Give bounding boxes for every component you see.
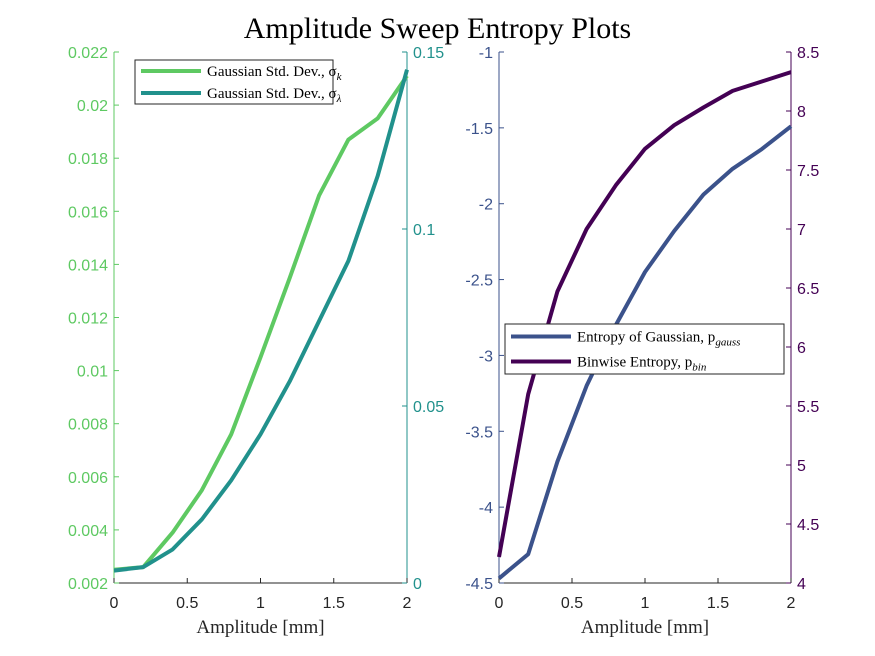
x-tick-label: 1 bbox=[256, 595, 265, 612]
left-y-tick-label: 0.022 bbox=[68, 45, 108, 62]
left-y-tick-label: -4 bbox=[479, 500, 493, 517]
legend-box bbox=[504, 323, 785, 375]
right-y-tick-label: 4 bbox=[797, 576, 806, 593]
series-line bbox=[113, 74, 409, 572]
right-y-tick-label: 6 bbox=[797, 340, 806, 357]
x-tick-label: 0.5 bbox=[561, 595, 583, 612]
x-tick-label: 0 bbox=[495, 595, 504, 612]
right-y-tick-label: 6.5 bbox=[797, 281, 819, 298]
right-y-tick-label: 5.5 bbox=[797, 399, 819, 416]
right-y-tick-label: 8.5 bbox=[797, 45, 819, 62]
left-y-tick-label: 0.004 bbox=[68, 523, 108, 540]
left-y-tick-label: 0.002 bbox=[68, 576, 108, 593]
x-axis-label: Amplitude [mm] bbox=[581, 617, 709, 638]
x-tick-label: 2 bbox=[787, 595, 796, 612]
left-y-tick-label: 0.014 bbox=[68, 257, 108, 274]
legend: Entropy of Gaussian, pgauss Binwise Entro… bbox=[504, 323, 785, 375]
left-y-tick-label: 0.006 bbox=[68, 470, 108, 487]
left-y-tick-label: -1 bbox=[479, 45, 493, 62]
left-y-tick-label: -3.5 bbox=[465, 424, 493, 441]
legend-entry: Entropy of Gaussian, pgauss bbox=[577, 330, 740, 349]
left-y-tick-label: 0.016 bbox=[68, 204, 108, 221]
right-y-tick-label: 0 bbox=[413, 576, 422, 593]
right-y-tick-label: 5 bbox=[797, 458, 806, 475]
left-panel: 0 0.5 1 1.5 2 0.002 0.004 0.006 0.008 0.01 0.012 0.… bbox=[68, 45, 444, 638]
left-y-tick-label: -2 bbox=[479, 197, 493, 214]
x-tick-label: 1.5 bbox=[707, 595, 729, 612]
x-tick-label: 0 bbox=[110, 595, 119, 612]
left-y-tick-label: 0.01 bbox=[77, 364, 108, 381]
legend: Gaussian Std. Dev., σk Gaussian Std. Dev.… bbox=[134, 59, 343, 105]
x-tick-label: 1 bbox=[641, 595, 650, 612]
right-y-tick-label: 4.5 bbox=[797, 517, 819, 534]
left-y-tick-label: 0.012 bbox=[68, 311, 108, 328]
x-tick-label: 1.5 bbox=[323, 595, 345, 612]
right-panel: 0 0.5 1 1.5 2 -4.5 -4 -3.5 -3 -2.5 -2 -1.5 -1 4 4.5 5 5.… bbox=[465, 45, 819, 638]
left-y-tick-label: -1.5 bbox=[465, 121, 493, 138]
x-tick-label: 2 bbox=[403, 595, 412, 612]
series-line bbox=[497, 124, 793, 580]
series-line bbox=[113, 69, 409, 573]
legend-entry: Gaussian Std. Dev., σk bbox=[207, 64, 343, 83]
x-axis-label: Amplitude [mm] bbox=[196, 617, 324, 638]
legend-entry: Gaussian Std. Dev., σλ bbox=[207, 86, 342, 105]
right-y-tick-label: 7.5 bbox=[797, 163, 819, 180]
left-y-tick-label: -4.5 bbox=[465, 576, 493, 593]
left-y-tick-label: 0.008 bbox=[68, 417, 108, 434]
right-y-tick-label: 0.05 bbox=[413, 399, 444, 416]
right-y-tick-label: 0.15 bbox=[413, 45, 444, 62]
left-y-tick-label: 0.02 bbox=[77, 98, 108, 115]
x-tick-label: 0.5 bbox=[176, 595, 198, 612]
legend-box bbox=[134, 59, 334, 105]
legend-entry: Binwise Entropy, pbin bbox=[577, 355, 707, 374]
right-y-tick-label: 7 bbox=[797, 222, 806, 239]
right-y-tick-label: 0.1 bbox=[413, 222, 435, 239]
left-y-tick-label: -3 bbox=[479, 348, 493, 365]
figure-title: Amplitude Sweep Entropy Plots bbox=[244, 12, 631, 45]
left-y-tick-label: -2.5 bbox=[465, 273, 493, 290]
right-y-tick-label: 8 bbox=[797, 104, 806, 121]
left-y-tick-label: 0.018 bbox=[68, 151, 108, 168]
